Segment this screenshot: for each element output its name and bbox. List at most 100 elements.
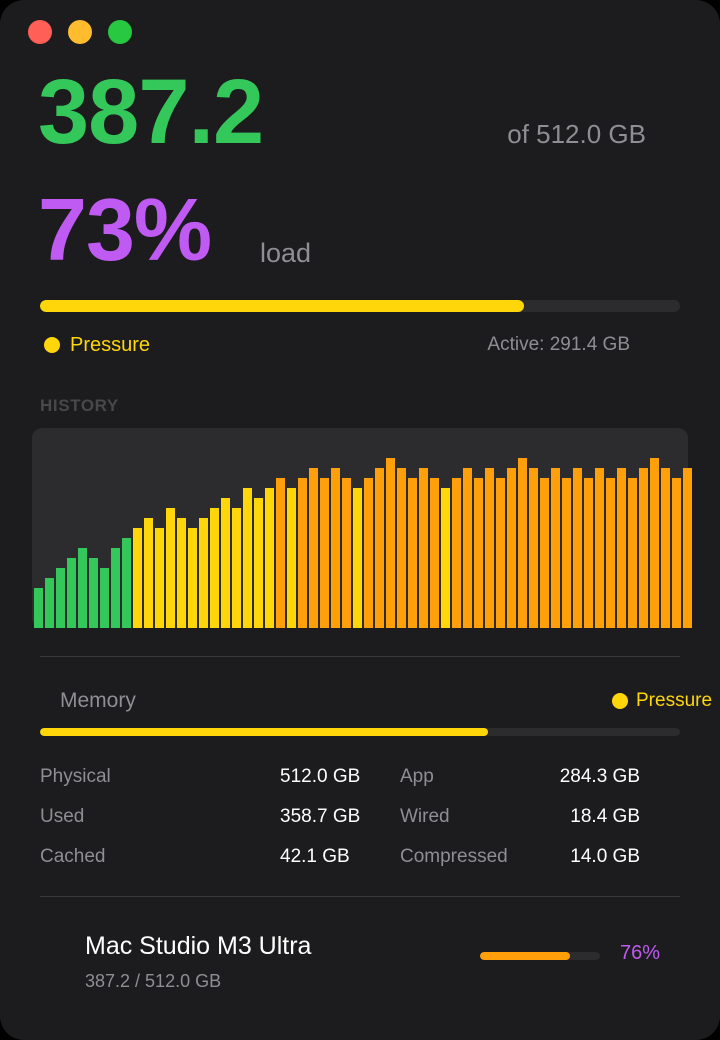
pressure-indicator: Pressure — [44, 332, 150, 358]
memory-pressure-indicator: Pressure — [612, 688, 712, 714]
history-bar — [177, 518, 186, 628]
history-bar — [397, 468, 406, 628]
history-bar — [210, 508, 219, 628]
history-bar — [573, 468, 582, 628]
stat-label-wired: Wired — [400, 806, 450, 827]
history-bar — [408, 478, 417, 628]
history-bar — [496, 478, 505, 628]
history-bar — [34, 588, 43, 628]
memory-pressure-label: Pressure — [636, 690, 713, 711]
history-bar — [298, 478, 307, 628]
stat-value-cached: 42.1 GB — [280, 846, 350, 867]
divider — [40, 896, 680, 897]
history-bar — [133, 528, 142, 628]
history-bar — [628, 478, 637, 628]
history-bar — [529, 468, 538, 628]
history-bar — [463, 468, 472, 628]
history-bar — [122, 538, 131, 628]
pressure-label: Pressure — [70, 334, 151, 356]
stat-value-compressed: 14.0 GB — [570, 846, 640, 867]
stat-value-app: 284.3 GB — [559, 766, 640, 787]
history-bar — [56, 568, 65, 628]
history-bar — [639, 468, 648, 628]
history-bar — [617, 468, 626, 628]
history-bar — [265, 488, 274, 628]
used-memory-value: 387.2 — [38, 61, 264, 163]
stat-value-wired: 18.4 GB — [570, 806, 640, 827]
history-bar — [452, 478, 461, 628]
history-bar — [672, 478, 681, 628]
history-bar — [650, 458, 659, 628]
history-bar — [100, 568, 109, 628]
close-window-button[interactable] — [28, 20, 52, 44]
window-controls — [28, 20, 132, 44]
load-progress-fill — [40, 300, 524, 312]
device-progress-fill — [480, 952, 570, 960]
stat-value-used: 358.7 GB — [280, 806, 361, 827]
history-bar — [232, 508, 241, 628]
device-name: Mac Studio M3 Ultra — [85, 932, 312, 960]
history-bar — [331, 468, 340, 628]
history-bar — [78, 548, 87, 628]
stat-label-cached: Cached — [40, 846, 106, 867]
history-bar — [199, 518, 208, 628]
stat-label-physical: Physical — [40, 766, 111, 787]
history-bar — [441, 488, 450, 628]
pressure-dot-icon — [44, 337, 60, 353]
device-usage: 387.2 / 512.0 GB — [85, 971, 222, 991]
active-memory-label: Active: 291.4 GB — [487, 334, 630, 355]
stat-label-app: App — [400, 766, 434, 787]
history-bar — [507, 468, 516, 628]
history-title: HISTORY — [40, 396, 119, 415]
memory-progress-bar — [40, 728, 680, 736]
total-memory-label: of 512.0 GB — [507, 119, 646, 149]
history-bar — [67, 558, 76, 628]
history-bar — [342, 478, 351, 628]
minimize-window-button[interactable] — [68, 20, 92, 44]
history-bar — [309, 468, 318, 628]
history-bar — [683, 468, 692, 628]
stat-value-physical: 512.0 GB — [280, 766, 361, 787]
history-bar — [606, 478, 615, 628]
history-bar — [595, 468, 604, 628]
zoom-window-button[interactable] — [108, 20, 132, 44]
history-bar — [254, 498, 263, 628]
history-bar — [144, 518, 153, 628]
history-bar — [166, 508, 175, 628]
history-bar — [540, 478, 549, 628]
history-bar — [353, 488, 362, 628]
load-progress-bar — [40, 300, 680, 312]
device-percent: 76% — [620, 942, 661, 964]
stat-label-used: Used — [40, 806, 85, 827]
history-bar — [155, 528, 164, 628]
history-bar — [551, 468, 560, 628]
load-percent: 73% — [38, 180, 212, 279]
history-bar — [386, 458, 395, 628]
history-bar — [45, 578, 54, 628]
memory-progress-fill — [40, 728, 488, 736]
history-bar — [562, 478, 571, 628]
history-bar — [661, 468, 670, 628]
pressure-dot-icon — [612, 693, 628, 709]
history-bar — [474, 478, 483, 628]
history-bar — [188, 528, 197, 628]
device-progress-bar — [480, 952, 600, 960]
history-bars — [34, 428, 694, 628]
history-bar — [419, 468, 428, 628]
history-bar — [430, 478, 439, 628]
history-bar — [584, 478, 593, 628]
history-bar — [89, 558, 98, 628]
history-bar — [221, 498, 230, 628]
history-bar — [243, 488, 252, 628]
history-bar — [485, 468, 494, 628]
history-bar — [375, 468, 384, 628]
history-bar — [276, 478, 285, 628]
load-label: load — [260, 238, 312, 268]
stat-label-compressed: Compressed — [400, 846, 508, 867]
history-bar — [287, 488, 296, 628]
divider — [40, 656, 680, 657]
history-bar — [364, 478, 373, 628]
history-bar — [320, 478, 329, 628]
history-bar — [518, 458, 527, 628]
